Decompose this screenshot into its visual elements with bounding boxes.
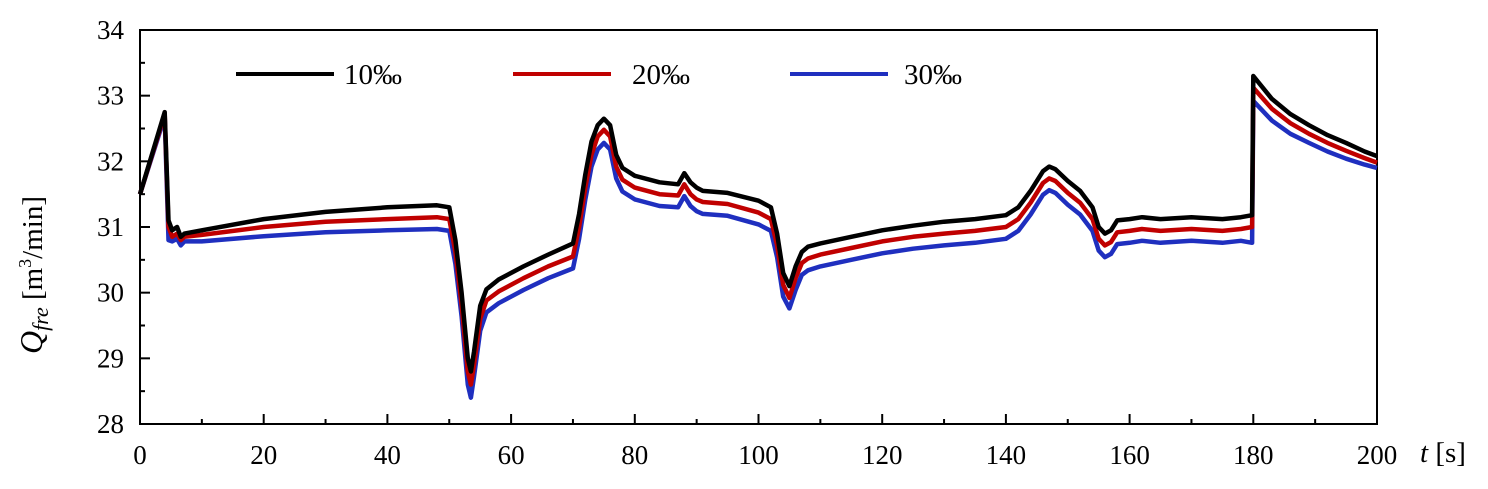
y-tick-label: 30 [97, 278, 124, 308]
tick-labels: 0 20 40 60 80 100 120 140 160 180 200 28 29 30 31 32 33 3… [97, 15, 1397, 470]
x-tick-label: 140 [986, 440, 1027, 470]
legend-label-30: 30‰ [904, 59, 962, 91]
y-tick-label: 34 [97, 15, 125, 45]
x-tick-label: 160 [1109, 440, 1150, 470]
x-axis-symbol: t [1420, 437, 1429, 469]
y-axis-unit: [m [17, 267, 49, 300]
x-tick-label: 60 [498, 440, 525, 470]
y-axis-unit-rest: /min] [17, 196, 49, 259]
series-layer [137, 73, 1378, 400]
series-line-10 [137, 73, 1378, 374]
legend-item-30: 30‰ [790, 59, 962, 91]
series-line-30 [137, 98, 1378, 400]
y-axis-symbol: Q [13, 331, 49, 354]
y-tick-label: 28 [97, 409, 124, 439]
y-tick-label: 29 [97, 343, 124, 373]
x-axis-label: t [s] [1420, 437, 1466, 469]
axis-ticks [139, 29, 1378, 425]
x-axis-unit: [s] [1435, 437, 1466, 469]
x-tick-label: 20 [250, 440, 277, 470]
x-tick-label: 180 [1233, 440, 1274, 470]
legend-label-20: 20‰ [632, 59, 690, 91]
x-tick-label: 100 [738, 440, 779, 470]
y-axis-label: Qfre [m3/min] [13, 196, 53, 354]
legend: 10‰ 20‰ 30‰ [236, 59, 962, 91]
legend-item-20: 20‰ [513, 59, 690, 91]
legend-item-10: 10‰ [236, 59, 402, 91]
svg-text:t [s]: t [s] [1420, 437, 1466, 469]
y-tick-label: 32 [97, 146, 124, 176]
y-axis-unit-superscript: 3 [15, 259, 35, 268]
x-tick-label: 120 [862, 440, 903, 470]
x-tick-label: 200 [1357, 440, 1398, 470]
y-tick-label: 31 [97, 212, 124, 242]
x-tick-label: 80 [621, 440, 648, 470]
series-line-20 [137, 85, 1378, 387]
x-tick-label: 40 [374, 440, 401, 470]
y-axis-subscript: fre [28, 307, 53, 331]
x-tick-label: 0 [133, 440, 147, 470]
legend-label-10: 10‰ [344, 59, 402, 91]
y-tick-label: 33 [97, 81, 124, 111]
svg-text:Qfre [m3/min]: Qfre [m3/min] [13, 196, 53, 354]
